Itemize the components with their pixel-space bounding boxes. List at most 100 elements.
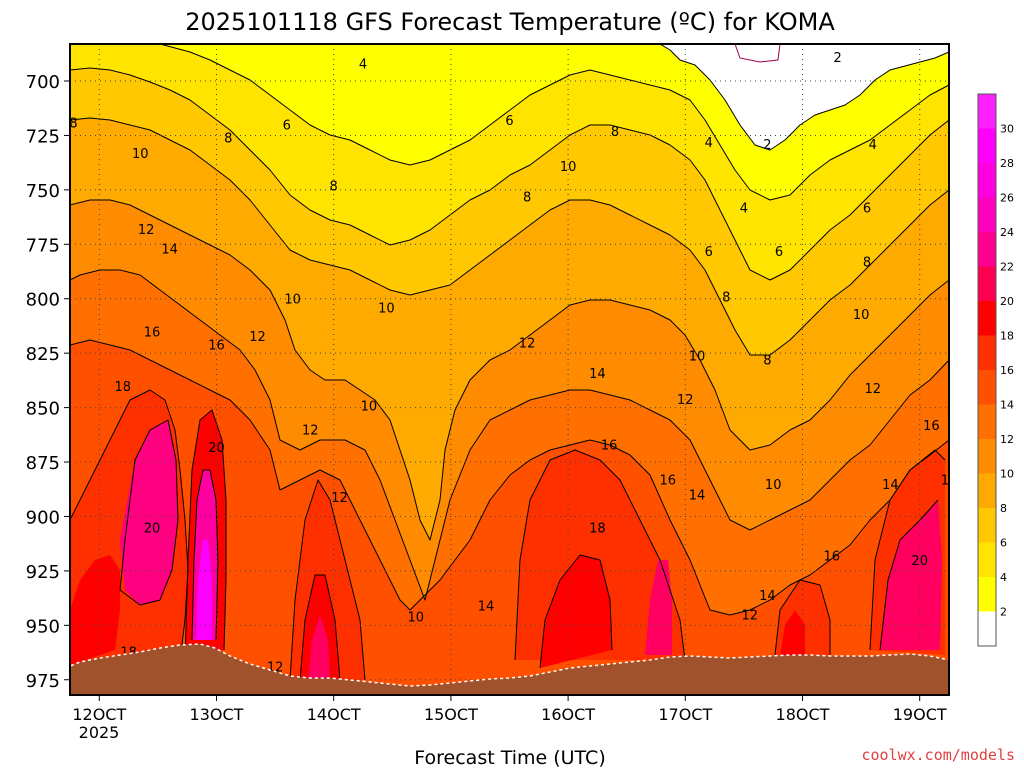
warm-core-130-hot [196,540,212,640]
colorbar-label-28: 28 [1000,157,1014,170]
y-tick-label-875: 875 [26,453,60,474]
contour-label-3: 6 [283,119,291,134]
colorbar-swatch-12 [978,197,996,232]
colorbar-swatch-14 [978,128,996,163]
colorbar-label-10: 10 [1000,468,1014,481]
y-tick-label-850: 850 [26,399,60,420]
colorbar-label-26: 26 [1000,192,1014,205]
contour-label-51: 14 [478,600,495,615]
y-axis: 700 725 750 775 800 825 850 875 900 925 950 975 [26,72,70,692]
contour-line-130b [191,469,219,641]
warm-core-160-inner [540,555,612,668]
contour-lines [70,44,949,681]
contour-label-17: 14 [161,243,178,258]
contour-label-12: 8 [330,180,338,195]
colorbar-swatch-13 [978,163,996,198]
colorbar-swatch-9 [978,301,996,336]
colorbar-label-8: 8 [1000,502,1007,515]
y-tick-label-700: 700 [26,72,60,93]
band-fill-below-2 [660,44,949,150]
contour-label-11: 10 [560,160,577,175]
contour-label-6: 4 [705,136,713,151]
y-tick-label-900: 900 [26,507,60,528]
colorbar-label-2: 2 [1000,606,1007,619]
contour-line-130a [184,409,227,661]
x-tick-label-1: 13OCT [190,705,244,724]
contour-label-5: 8 [611,125,619,140]
colorbar-swatch-3 [978,508,996,543]
contour-label-48: 16 [824,550,841,565]
colorbar-label-30: 30 [1000,123,1014,136]
warm-core-140-pink [308,615,330,680]
colorbar-swatch-1 [978,577,996,612]
y-tick-label-925: 925 [26,562,60,583]
contour-label-9: 10 [132,147,149,162]
x-axis: 12OCT 13OCT 14OCT 15OCT 16OCT 17OCT 18OCT 19OCT [72,695,947,724]
x-tick-label-7: 19OCT [893,705,947,724]
contour-line-2 [659,44,949,151]
contour-label-32: 18 [114,380,131,395]
contour-line-20 [119,419,179,606]
x-tick-label-2: 14OCT [307,705,361,724]
contour-label-20: 8 [863,256,871,271]
colorbar-label-18: 18 [1000,330,1014,343]
credit-link[interactable]: coolwx.com/models [861,746,1015,764]
contour-label-4: 6 [505,114,513,129]
contour-label-50: 14 [759,589,776,604]
colorbar-swatch-7 [978,370,996,405]
contour-line-140b [299,574,341,681]
colorbar-label-12: 12 [1000,433,1014,446]
y-tick-label-725: 725 [26,126,60,147]
contour-label-22: 8 [722,291,730,306]
contour-label-41: 18 [941,473,958,488]
contour-line-10 [70,199,949,541]
warm-core-180-inner [780,610,805,655]
plot-frame [69,43,950,696]
contour-label-33: 12 [865,382,882,397]
contour-line-140a [289,479,366,681]
contour-label-18: 6 [705,245,713,260]
contour-line-190a [869,449,946,651]
contour-label-2: 8 [69,116,77,131]
contour-label-34: 12 [677,393,694,408]
contour-line-160b [539,554,613,669]
colorbar-swatch-10 [978,266,996,301]
y-tick-label-775: 775 [26,235,60,256]
colorbar-swatch-4 [978,473,996,508]
contour-label-16: 12 [138,223,155,238]
colorbar-swatch-15 [978,94,996,129]
colorbar-swatch-2 [978,542,996,577]
colorbar-label-16: 16 [1000,364,1014,377]
contour-label-38: 20 [208,441,225,456]
x-tick-label-5: 17OCT [658,705,712,724]
y-tick-label-975: 975 [26,671,60,692]
contour-label-43: 14 [882,478,899,493]
contour-label-25: 16 [144,325,161,340]
contour-label-7: 2 [763,138,771,153]
contour-label-0: 4 [359,58,367,73]
warm-core-left-inner [70,555,120,665]
y-tick-label-750: 750 [26,181,60,202]
contour-label-36: 16 [923,419,940,434]
contour-label-53: 12 [741,608,758,623]
contour-label-24: 10 [853,308,870,323]
colorbar-label-20: 20 [1000,295,1014,308]
grid [70,44,949,695]
contour-label-52: 10 [407,611,424,626]
contour-label-1: 2 [834,51,842,66]
contour-label-39: 16 [601,439,618,454]
contour-label-37: 12 [302,423,319,438]
x-tick-label-3: 15OCT [424,705,478,724]
x-sub-tick-label: 2025 [79,723,120,742]
contour-label-21: 10 [284,293,301,308]
contour-label-42: 10 [765,478,782,493]
colorbar-frame [977,93,997,647]
chart-title: 2025101118 GFS Forecast Temperature (ºC)… [185,8,835,36]
contour-line-12 [70,269,949,601]
contour-label-44: 14 [689,489,706,504]
y-tick-label-800: 800 [26,290,60,311]
colorbar-swatch-5 [978,439,996,474]
warm-core-170 [645,560,672,655]
